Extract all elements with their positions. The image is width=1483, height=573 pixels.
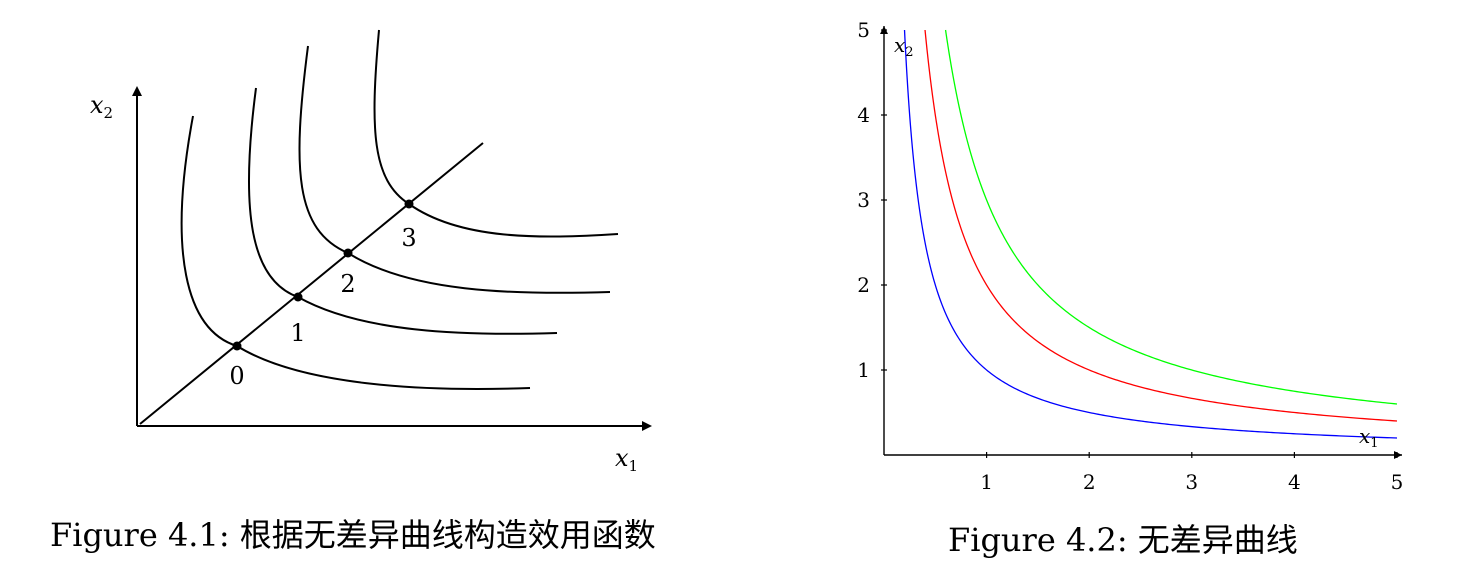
fig1-point-1 xyxy=(293,292,303,302)
fig2-x-tick-label-1: 1 xyxy=(980,470,993,494)
fig2-x-tick-label-3: 3 xyxy=(1185,470,1198,494)
fig2-y-tick-label-5: 5 xyxy=(857,18,870,42)
fig2-curve-k1 xyxy=(903,29,1398,439)
fig1-point-0 xyxy=(232,341,242,351)
fig2-y-tick-label-2: 2 xyxy=(857,273,870,297)
fig2-y-tick-label-1: 1 xyxy=(857,358,870,382)
figure-4-2-caption: Figure 4.2: 无差异曲线 xyxy=(948,521,1298,559)
fig2-x-tick-label-4: 4 xyxy=(1288,470,1301,494)
figure-4-1-caption: Figure 4.1: 根据无差异曲线构造效用函数 xyxy=(50,516,656,554)
fig2-y-label: x2 xyxy=(894,33,914,60)
chart-4-2: 1 2 3 4 5 1 2 3 4 5 x1 x2 xyxy=(857,18,1403,494)
fig1-point-3 xyxy=(404,199,414,209)
fig1-point-label-2: 2 xyxy=(340,270,355,298)
fig2-x-tick-label-2: 2 xyxy=(1083,470,1096,494)
fig1-expansion-ray xyxy=(139,142,484,425)
fig2-curve-k2 xyxy=(924,29,1398,422)
fig1-point-label-0: 0 xyxy=(229,362,244,390)
fig1-point-2 xyxy=(343,248,353,258)
fig1-point-label-3: 3 xyxy=(401,224,416,252)
fig1-y-label: x2 xyxy=(90,91,113,122)
fig1-x-label: x1 xyxy=(615,444,638,475)
fig2-x-tick-label-5: 5 xyxy=(1391,470,1404,494)
fig2-y-tick-label-4: 4 xyxy=(857,103,870,127)
chart-4-1: x2 x1 0 1 2 3 xyxy=(90,29,652,475)
fig2-curve-k3 xyxy=(944,29,1398,405)
fig2-y-tick-label-3: 3 xyxy=(857,188,870,212)
fig2-x-label: x1 xyxy=(1359,424,1379,451)
fig1-point-label-1: 1 xyxy=(290,319,305,347)
